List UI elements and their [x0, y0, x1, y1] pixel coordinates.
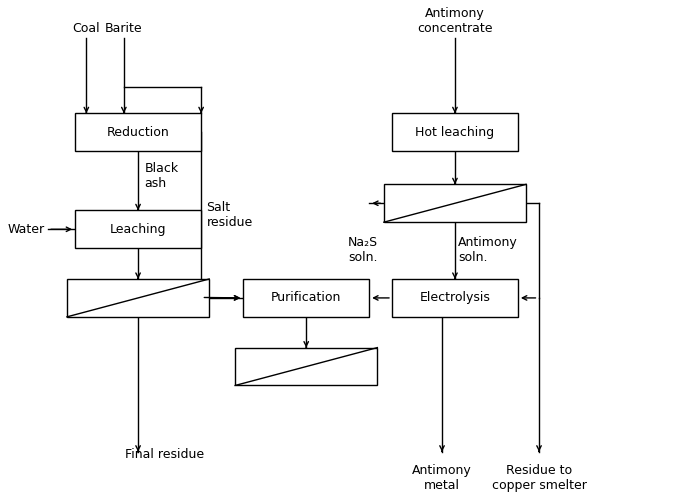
- Text: Residue to
copper smelter: Residue to copper smelter: [492, 463, 587, 491]
- Text: Antimony
concentrate: Antimony concentrate: [417, 7, 493, 35]
- Text: Hot leaching: Hot leaching: [416, 126, 494, 139]
- Bar: [384, 184, 526, 222]
- Text: Barite: Barite: [105, 22, 143, 35]
- Text: Na₂S
soln.: Na₂S soln.: [348, 236, 378, 265]
- Text: Electrolysis: Electrolysis: [420, 292, 490, 305]
- Bar: [392, 279, 518, 317]
- Bar: [67, 279, 209, 317]
- Text: Antimony
soln.: Antimony soln.: [458, 236, 518, 265]
- Bar: [75, 210, 201, 248]
- Bar: [392, 113, 518, 151]
- Bar: [243, 279, 369, 317]
- Text: Salt
residue: Salt residue: [206, 201, 253, 229]
- Text: Coal: Coal: [73, 22, 100, 35]
- Text: Antimony
metal: Antimony metal: [412, 463, 472, 491]
- Text: Black
ash: Black ash: [145, 162, 179, 190]
- Text: Water: Water: [7, 223, 44, 236]
- Bar: [235, 348, 378, 385]
- Text: Purification: Purification: [271, 292, 342, 305]
- Text: Reduction: Reduction: [107, 126, 170, 139]
- Bar: [75, 113, 201, 151]
- Text: Final residue: Final residue: [125, 448, 204, 461]
- Text: Leaching: Leaching: [110, 223, 166, 236]
